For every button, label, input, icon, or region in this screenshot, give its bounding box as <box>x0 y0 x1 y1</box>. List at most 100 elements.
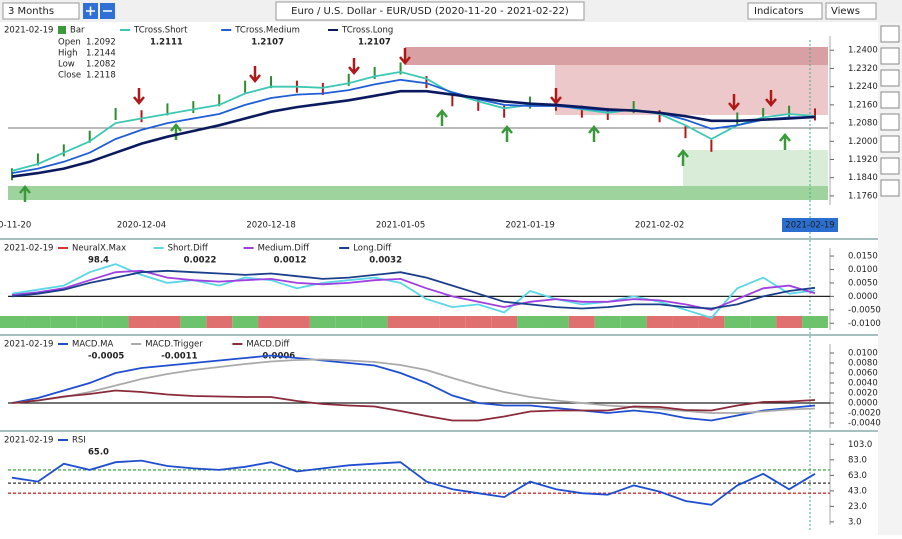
legend-swatch <box>58 26 66 34</box>
y-tick-label: 0.0100 <box>848 349 878 359</box>
legend-value: -0.0011 <box>161 352 197 362</box>
ohlc-label: High <box>58 49 78 59</box>
x-tick-label: 20-11-20 <box>0 221 31 231</box>
support-zone <box>8 186 828 200</box>
signal-cell <box>698 316 725 328</box>
tool-icons <box>880 25 900 197</box>
legend-label: Medium.Diff <box>258 244 311 254</box>
signal-cell <box>232 316 259 328</box>
y-tick-label: -0.0040 <box>848 419 881 429</box>
signal-cell <box>24 316 51 328</box>
y-tick-label: 0.0100 <box>848 265 878 275</box>
ohlc-label: Low <box>58 60 75 70</box>
indicators-button[interactable] <box>747 2 823 20</box>
signal-cell <box>413 316 440 328</box>
signal-cell <box>283 316 310 328</box>
signal-cell <box>646 316 673 328</box>
tool-button[interactable] <box>880 113 900 131</box>
tool-button[interactable] <box>880 157 900 175</box>
tool-button[interactable] <box>880 91 900 109</box>
signal-cell <box>309 316 336 328</box>
signal-cell <box>206 316 233 328</box>
y-tick-label: 0.0080 <box>848 359 878 369</box>
buy-arrow <box>588 125 600 142</box>
y-tick-label: 1.1760 <box>848 191 878 201</box>
series-line <box>11 70 816 172</box>
legend-label: MACD.MA <box>72 340 114 350</box>
x-tick-label: 2021-01-05 <box>376 221 425 231</box>
legend-value: 0.0032 <box>369 256 402 266</box>
tool-button[interactable] <box>880 179 900 197</box>
signal-cell <box>154 316 181 328</box>
signal-cell <box>465 316 492 328</box>
tool-button[interactable] <box>880 25 900 43</box>
ohlc-value: 1.2118 <box>86 71 116 81</box>
resistance-zone <box>555 65 828 115</box>
legend-value: 0.0022 <box>184 256 217 266</box>
x-tick-label: 2021-02-19 <box>785 221 834 231</box>
legend-label: RSI <box>72 436 86 446</box>
y-tick-label: 0.0150 <box>848 252 878 262</box>
legend-value: 0.0012 <box>274 256 307 266</box>
tool-button[interactable] <box>880 47 900 65</box>
y-tick-label: 1.2240 <box>848 82 878 92</box>
y-tick-label: 43.0 <box>848 486 867 496</box>
legend-label: Long.Diff <box>353 244 392 254</box>
legend-label: MACD.Trigger <box>145 340 203 350</box>
signal-cell <box>335 316 362 328</box>
legend-label: TCross.Medium <box>234 26 300 36</box>
signal-cell <box>543 316 569 328</box>
legend-value: -0.0005 <box>88 352 124 362</box>
sell-arrow <box>399 48 411 65</box>
signal-cell <box>491 316 518 328</box>
y-tick-label: 23.0 <box>848 502 867 512</box>
y-tick-label: 0.0040 <box>848 379 878 389</box>
signal-cell <box>0 316 25 328</box>
sell-arrow <box>133 88 145 105</box>
chart-title: Euro / U.S. Dollar - EUR/USD (2020-11-20… <box>291 6 569 17</box>
signal-cell <box>724 316 751 328</box>
signal-cell <box>568 316 595 328</box>
views-label: Views <box>831 6 860 17</box>
series-line <box>11 389 816 422</box>
legend-value: 1.2107 <box>251 38 284 48</box>
title-box <box>275 1 585 21</box>
series-line <box>11 263 816 319</box>
signal-cell <box>128 316 155 328</box>
buy-arrow <box>436 109 448 126</box>
x-tick-label: 2020-12-04 <box>117 221 166 231</box>
legend-value: 65.0 <box>88 448 109 458</box>
y-tick-label: 103.0 <box>848 440 872 450</box>
buy-arrow <box>501 125 513 142</box>
y-tick-label: 0.0050 <box>848 278 878 288</box>
signal-cell <box>672 316 699 328</box>
period-select[interactable] <box>2 2 80 20</box>
resistance-zone <box>405 47 828 65</box>
y-tick-label: 0.0020 <box>848 389 878 399</box>
series-line <box>11 78 816 174</box>
ohlc-value: 1.2092 <box>86 38 116 48</box>
signal-cell <box>361 316 388 328</box>
signal-cell <box>439 316 466 328</box>
y-tick-label: 1.2000 <box>848 137 878 147</box>
views-button[interactable] <box>825 2 877 20</box>
buy-arrow <box>19 185 31 202</box>
tool-button[interactable] <box>880 69 900 87</box>
signal-cell <box>802 316 828 328</box>
signal-cell <box>750 316 777 328</box>
y-tick-label: 63.0 <box>848 471 867 481</box>
signal-cell <box>776 316 803 328</box>
panel-date: 2021-02-19 <box>4 436 53 446</box>
ohlc-label: Open <box>58 38 81 48</box>
sell-arrow <box>249 66 261 83</box>
y-tick-label: 0.0000 <box>848 292 878 302</box>
y-tick-label: -0.0020 <box>848 409 881 419</box>
signal-cell <box>76 316 103 328</box>
tool-button[interactable] <box>880 135 900 153</box>
ohlc-value: 1.2082 <box>86 60 116 70</box>
x-tick-label: 2020-12-18 <box>246 221 295 231</box>
legend-label: MACD.Diff <box>246 340 290 350</box>
y-tick-label: 1.1840 <box>848 173 878 183</box>
signal-cell <box>50 316 77 328</box>
